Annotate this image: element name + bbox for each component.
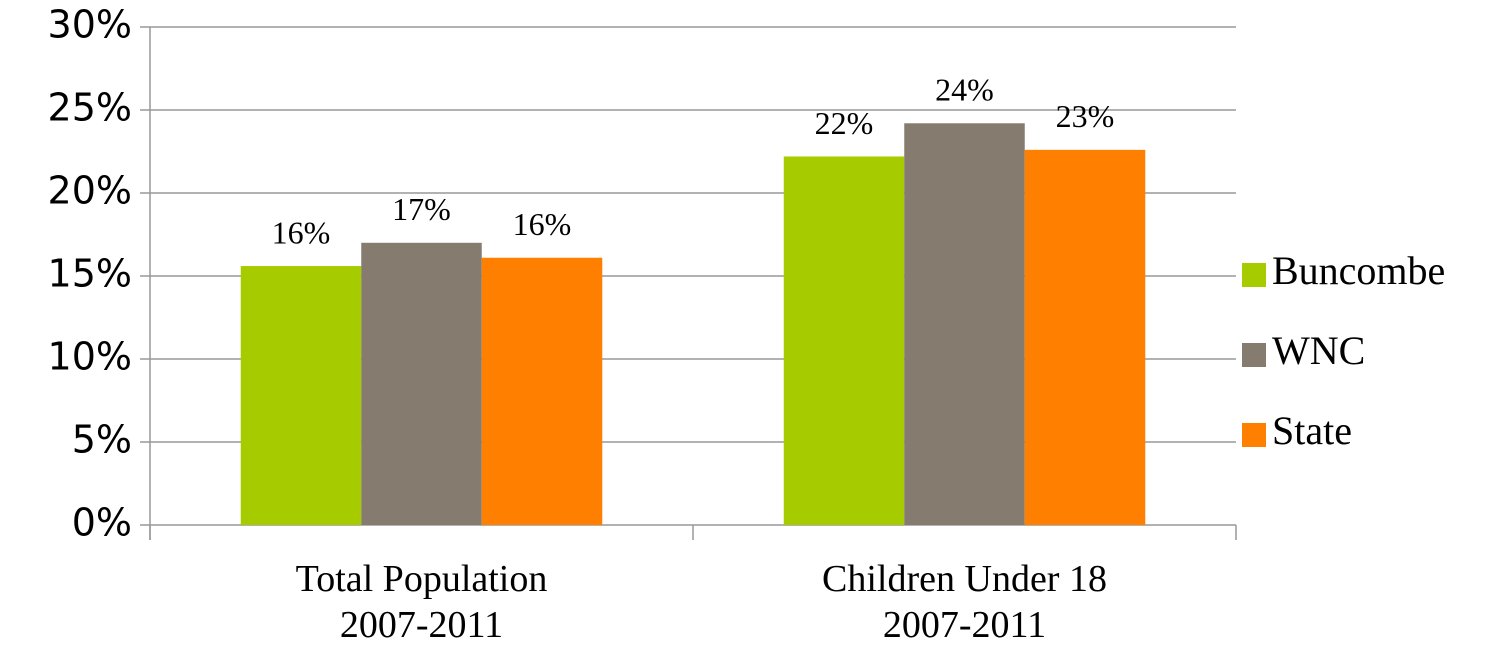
data-label: 22%	[815, 105, 874, 141]
legend-swatch	[1242, 423, 1266, 447]
x-tick-label: Total Population 2007-2011	[296, 558, 548, 646]
legend-label: Buncombe	[1272, 248, 1445, 293]
legend-label: State	[1272, 408, 1352, 453]
bar	[481, 257, 603, 525]
legend-swatch	[1242, 343, 1266, 367]
bar	[361, 242, 482, 526]
data-label: 17%	[392, 191, 451, 227]
y-tick-label: 15%	[48, 252, 132, 296]
data-label: 23%	[1056, 98, 1115, 134]
bar	[1024, 149, 1146, 525]
data-label: 16%	[513, 206, 572, 242]
data-label: 24%	[935, 72, 994, 108]
legend-swatch	[1242, 263, 1266, 287]
bar	[904, 123, 1025, 525]
data-label: 16%	[272, 214, 331, 250]
y-tick-label: 25%	[48, 86, 132, 130]
bar	[783, 156, 905, 526]
y-tick-label: 30%	[48, 3, 132, 47]
y-tick-label: 20%	[48, 169, 132, 213]
x-tick-label: Children Under 18 2007-2011	[822, 558, 1107, 646]
y-tick-label: 0%	[72, 501, 132, 545]
y-tick-label: 10%	[48, 335, 132, 379]
bar	[240, 266, 362, 525]
y-tick-label: 5%	[72, 418, 132, 462]
legend-label: WNC	[1272, 328, 1365, 373]
